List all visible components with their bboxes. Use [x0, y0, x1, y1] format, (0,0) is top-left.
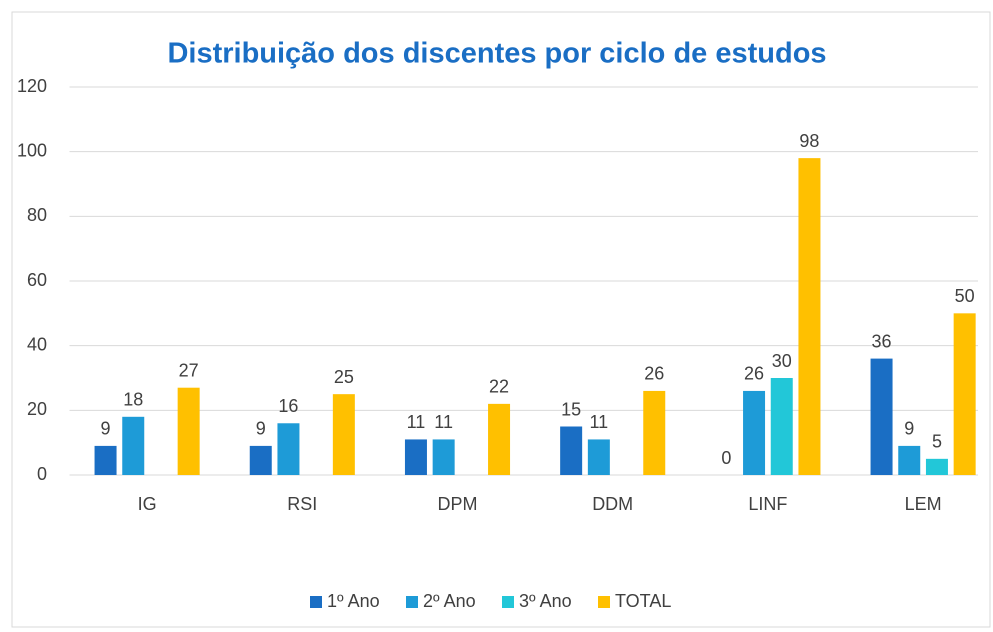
- y-tick-label: 40: [27, 334, 47, 354]
- bar: [122, 416, 145, 475]
- bar: [643, 390, 666, 475]
- data-label: 98: [799, 131, 819, 151]
- y-tick-label: 100: [17, 140, 47, 160]
- chart-title: Distribuição dos discentes por ciclo de …: [167, 38, 826, 70]
- legend-swatch: [502, 596, 514, 608]
- bar: [94, 445, 117, 475]
- data-label: 50: [955, 286, 975, 306]
- data-label: 18: [123, 390, 143, 410]
- data-label: 11: [434, 412, 453, 432]
- data-label: 9: [904, 419, 914, 439]
- bar: [404, 439, 427, 475]
- data-label: 16: [278, 396, 298, 416]
- y-tick-label: 20: [27, 399, 47, 419]
- bar: [798, 158, 821, 475]
- data-label: 36: [872, 331, 892, 351]
- bar: [560, 426, 583, 475]
- y-tick-label: 120: [17, 76, 47, 96]
- legend-swatch: [310, 596, 322, 608]
- data-label: 5: [932, 432, 942, 452]
- legend-swatch: [406, 596, 418, 608]
- data-label: 11: [407, 412, 426, 432]
- bar: [925, 458, 948, 475]
- bar: [898, 445, 921, 475]
- bar: [488, 403, 511, 475]
- data-label: 0: [721, 448, 731, 468]
- data-label: 30: [772, 351, 792, 371]
- bar: [587, 439, 610, 475]
- data-label: 11: [590, 412, 609, 432]
- bar: [177, 387, 200, 475]
- legend-label: 3º Ano: [519, 591, 572, 611]
- legend-label: 2º Ano: [423, 591, 476, 611]
- y-tick-label: 0: [37, 464, 47, 484]
- legend-swatch: [598, 596, 610, 608]
- legend-label: TOTAL: [615, 591, 671, 611]
- bar: [277, 423, 300, 475]
- bar: [770, 378, 793, 475]
- data-label: 27: [179, 360, 199, 380]
- bar: [332, 394, 355, 475]
- chart-frame: [11, 11, 991, 628]
- bar: [743, 390, 766, 475]
- bar: [249, 445, 272, 475]
- legend-label: 1º Ano: [327, 591, 380, 611]
- y-tick-label: 60: [27, 270, 47, 290]
- data-label: 9: [256, 419, 266, 439]
- x-tick-label: DDM: [592, 494, 633, 514]
- x-tick-label: DPM: [438, 494, 478, 514]
- data-label: 26: [744, 364, 764, 384]
- data-label: 22: [489, 377, 509, 397]
- data-label: 26: [644, 364, 664, 384]
- data-label: 25: [334, 367, 354, 387]
- y-tick-label: 80: [27, 205, 47, 225]
- data-label: 15: [561, 399, 581, 419]
- x-tick-label: LEM: [905, 494, 942, 514]
- bar: [953, 313, 976, 475]
- x-tick-label: RSI: [287, 494, 317, 514]
- bar: [432, 439, 455, 475]
- bar: [870, 358, 893, 475]
- data-label: 9: [101, 419, 111, 439]
- x-tick-label: IG: [138, 494, 157, 514]
- x-tick-label: LINF: [748, 494, 787, 514]
